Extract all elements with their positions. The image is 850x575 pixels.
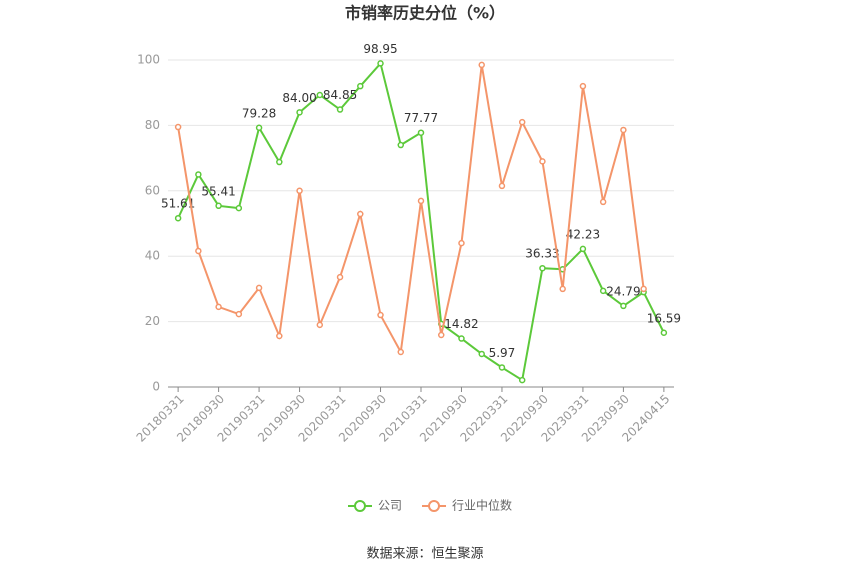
data-label: 55.41 [201, 184, 235, 198]
point [660, 329, 668, 337]
data-label: 16.59 [647, 311, 681, 325]
point [458, 335, 465, 342]
point [296, 109, 303, 116]
point [174, 123, 182, 131]
point [620, 302, 627, 310]
point [195, 171, 202, 178]
point [397, 141, 405, 149]
data-label: 24.79 [606, 284, 640, 298]
legend-label: 公司 [378, 499, 402, 513]
point [620, 126, 627, 134]
point [316, 91, 324, 99]
point [539, 264, 546, 272]
point [357, 82, 364, 90]
point [195, 247, 202, 255]
data-label: 79.28 [242, 106, 276, 120]
point [336, 273, 344, 281]
point [215, 202, 222, 210]
point [215, 303, 222, 311]
point [559, 285, 566, 293]
point [357, 210, 364, 218]
y-tick-label: 40 [145, 249, 160, 263]
y-tick-label: 20 [145, 314, 160, 328]
point [235, 310, 243, 318]
data-label: 98.95 [363, 42, 397, 56]
legend-marker [354, 500, 366, 512]
point [255, 284, 263, 292]
point [640, 285, 647, 293]
point [377, 60, 384, 67]
y-tick-label: 60 [145, 183, 160, 197]
point [336, 106, 344, 113]
chart-title: 市销率历史分位（%） [345, 4, 505, 23]
point [296, 187, 303, 195]
legend-marker [428, 500, 441, 512]
data-label: 14.82 [444, 317, 478, 331]
source: 数据来源：恒生聚源 [366, 547, 483, 562]
point [478, 61, 485, 69]
y-tick-label: 100 [137, 53, 160, 67]
point [174, 214, 182, 222]
point [276, 332, 283, 340]
point [276, 158, 283, 166]
point [377, 311, 384, 319]
y-tick-label: 0 [152, 380, 160, 394]
legend-label: 行业中位数 [452, 498, 512, 513]
point [417, 197, 425, 205]
data-label: 51.61 [161, 197, 195, 211]
point [235, 204, 243, 212]
data-label: 36.33 [525, 247, 559, 261]
y-tick-label: 80 [145, 118, 160, 132]
point [397, 348, 405, 356]
series-line [177, 64, 645, 356]
point [518, 376, 526, 384]
point [579, 82, 587, 90]
data-label: 84.85 [323, 88, 357, 102]
point [579, 245, 587, 253]
point [458, 239, 465, 247]
data-label: 84.00 [282, 91, 316, 105]
point [437, 331, 445, 339]
point [599, 198, 607, 206]
point [478, 350, 485, 358]
point [539, 158, 546, 165]
point [498, 182, 506, 190]
point [316, 321, 324, 329]
data-label: 5.97 [489, 346, 516, 360]
data-label: 42.23 [566, 227, 600, 241]
point [417, 129, 425, 136]
point [518, 118, 526, 126]
point [255, 124, 263, 132]
data-label: 77.77 [404, 111, 438, 125]
point [498, 364, 506, 371]
point [599, 287, 607, 295]
